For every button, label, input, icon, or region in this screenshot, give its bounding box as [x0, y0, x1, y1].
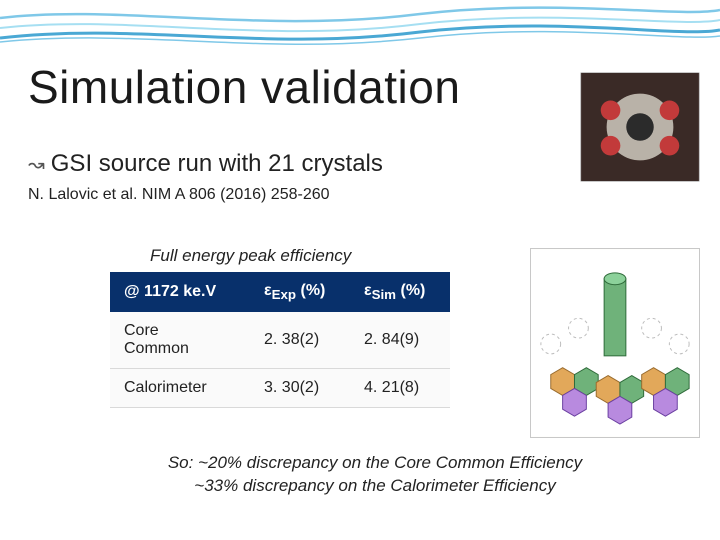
row-sim: 2. 84(9) — [350, 312, 450, 369]
detector-photo — [580, 72, 700, 182]
slide-title: Simulation validation — [28, 60, 460, 114]
bullet-text: GSI source run with 21 crystals — [51, 150, 383, 178]
table-row: Calorimeter 3. 30(2) 4. 21(8) — [110, 369, 450, 408]
table-caption: Full energy peak efficiency — [150, 246, 351, 266]
row-label: Core Common — [110, 312, 250, 369]
row-label: Calorimeter — [110, 369, 250, 408]
table-row: Core Common 2. 38(2) 2. 84(9) — [110, 312, 450, 369]
table-header-sim: εSim (%) — [350, 272, 450, 312]
row-sim: 4. 21(8) — [350, 369, 450, 408]
citation-text: N. Lalovic et al. NIM A 806 (2016) 258-2… — [28, 186, 330, 204]
efficiency-table: @ 1172 ke.V εExp (%) εSim (%) Core Commo… — [110, 272, 450, 408]
row-exp: 3. 30(2) — [250, 369, 350, 408]
table-header-left: @ 1172 ke.V — [110, 272, 250, 312]
hexagon-cluster-diagram — [530, 248, 700, 438]
bullet-line: ↝ GSI source run with 21 crystals — [28, 150, 383, 178]
table-header-exp: εExp (%) — [250, 272, 350, 312]
row-exp: 2. 38(2) — [250, 312, 350, 369]
bullet-icon: ↝ — [28, 152, 45, 177]
summary-text: So: ~20% discrepancy on the Core Common … — [70, 452, 680, 498]
